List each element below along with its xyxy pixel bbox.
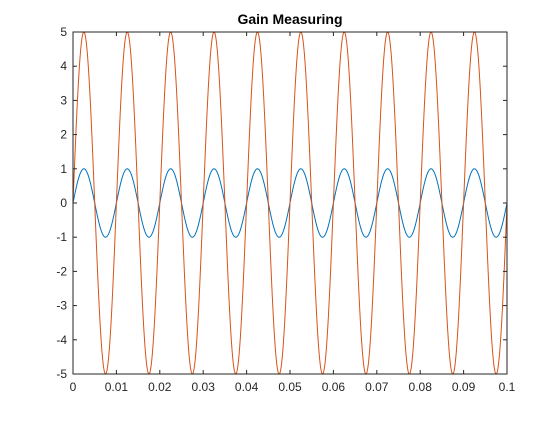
x-tick-label: 0.1 <box>499 380 516 394</box>
x-tick-label: 0.09 <box>452 380 476 394</box>
y-tick-label: 1 <box>60 162 67 176</box>
series-line-2 <box>72 31 508 375</box>
x-tick-label: 0.02 <box>148 380 172 394</box>
y-tick-label: 3 <box>60 93 67 107</box>
x-tick-label: 0 <box>70 380 77 394</box>
y-tick-label: 5 <box>60 25 67 39</box>
x-tick-label: 0.07 <box>365 380 389 394</box>
x-tick-label: 0.06 <box>322 380 346 394</box>
x-tick-label: 0.05 <box>278 380 302 394</box>
y-tick-label: -3 <box>56 299 67 313</box>
chart-title: Gain Measuring <box>237 11 342 27</box>
y-tick-label: 4 <box>60 59 67 73</box>
y-tick-label: -1 <box>56 230 67 244</box>
x-tick-label: 0.01 <box>105 380 129 394</box>
x-tick-label: 0.08 <box>409 380 433 394</box>
y-tick-label: -5 <box>56 367 67 381</box>
y-tick-label: -2 <box>56 264 67 278</box>
x-tick-label: 0.03 <box>192 380 216 394</box>
y-tick-label: 2 <box>60 128 67 142</box>
series-layer <box>72 31 508 375</box>
y-tick-label: -4 <box>56 333 67 347</box>
x-tick-label: 0.04 <box>235 380 259 394</box>
tick-layer: 0 0.01 0.02 0.03 0.04 0.05 0.06 0.07 0.08 0.09 0.1… <box>56 25 515 394</box>
y-tick-label: 0 <box>60 196 67 210</box>
